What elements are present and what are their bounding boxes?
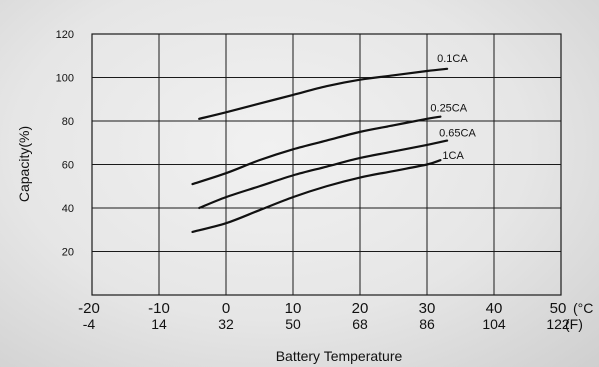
- x-tick-label-fahrenheit: 86: [419, 316, 435, 332]
- y-tick-label: 20: [62, 247, 74, 259]
- x-tick-label-fahrenheit: 50: [285, 316, 301, 332]
- x-tick-label-fahrenheit: -4: [83, 316, 96, 332]
- grid: [91, 33, 562, 296]
- y-tick-label: 80: [62, 116, 74, 128]
- labels: 20406080100120-20-4-10140321050206830864…: [56, 29, 594, 332]
- y-tick-label: 100: [56, 73, 74, 85]
- x-tick-label-celsius: -10: [148, 300, 170, 317]
- x-tick-label-fahrenheit: 32: [218, 316, 234, 332]
- series-label: 1CA: [442, 150, 464, 162]
- series-line-0-25ca: [191, 115, 442, 186]
- x-tick-label-celsius: -20: [78, 300, 100, 317]
- x-tick-label-celsius: 10: [285, 300, 302, 317]
- x-tick-label-fahrenheit: 68: [352, 316, 368, 332]
- series-line-0-65ca: [198, 139, 449, 210]
- series-label: 0.25CA: [430, 103, 467, 115]
- x-axis-title: Battery Temperature: [276, 348, 403, 364]
- series-line-0-1ca: [198, 67, 449, 120]
- y-axis-title: Capacity(%): [16, 126, 32, 202]
- series-line-1ca: [191, 159, 442, 234]
- x-tick-label-celsius: 20: [352, 300, 369, 317]
- x-tick-label-celsius: 50: [550, 300, 567, 317]
- series-label: 0.65CA: [439, 128, 476, 140]
- x-unit-fahrenheit: (F): [565, 316, 583, 332]
- x-tick-label-fahrenheit: 104: [482, 316, 506, 332]
- x-tick-label-celsius: 40: [486, 300, 503, 317]
- series-lines: [191, 67, 449, 234]
- x-tick-label-celsius: 0: [222, 300, 230, 317]
- y-tick-label: 40: [62, 203, 74, 215]
- y-tick-label: 60: [62, 160, 74, 172]
- x-tick-label-fahrenheit: 122: [546, 316, 570, 332]
- x-unit-celsius: (°C: [573, 300, 593, 316]
- x-tick-label-celsius: 30: [419, 300, 436, 317]
- series-label: 0.1CA: [437, 53, 468, 65]
- y-tick-label: 120: [56, 29, 74, 41]
- x-tick-label-fahrenheit: 14: [151, 316, 167, 332]
